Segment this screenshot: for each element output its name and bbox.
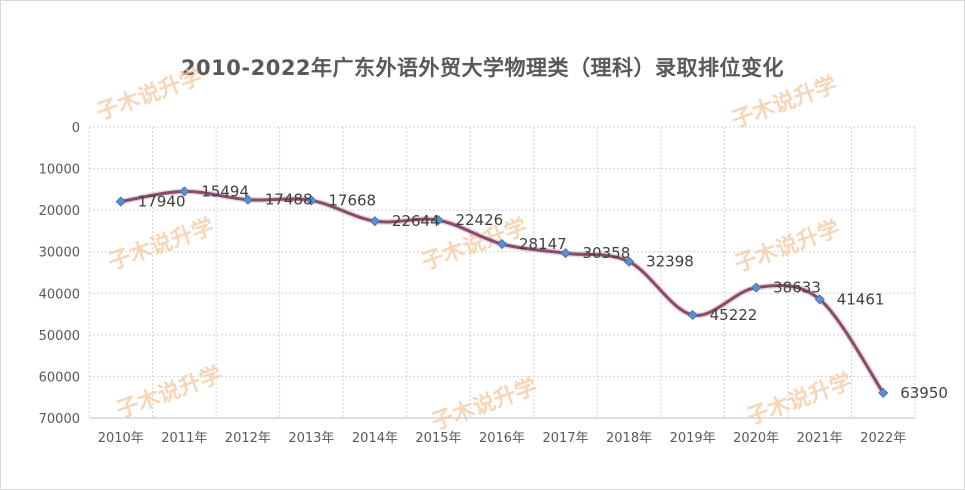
y-tick-label: 10000 xyxy=(39,163,80,178)
data-label: 22644 xyxy=(392,212,440,230)
x-tick-label: 2012年 xyxy=(225,431,271,446)
watermark-text: 子木说升学 xyxy=(93,64,205,126)
x-tick-label: 2013年 xyxy=(288,431,334,446)
y-tick-label: 70000 xyxy=(39,412,80,427)
x-tick-label: 2022年 xyxy=(860,431,906,446)
data-point xyxy=(179,186,190,197)
data-point xyxy=(687,309,698,321)
data-point xyxy=(369,216,380,227)
y-tick-label: 30000 xyxy=(39,246,80,261)
x-tick-label: 2021年 xyxy=(797,431,843,446)
watermark-text: 子木说升学 xyxy=(105,214,217,276)
data-label: 17668 xyxy=(328,191,376,209)
x-tick-label: 2010年 xyxy=(98,431,144,446)
data-point xyxy=(751,282,762,293)
data-point xyxy=(814,294,825,305)
x-tick-label: 2018年 xyxy=(606,431,652,446)
watermark-text: 子木说升学 xyxy=(428,374,540,436)
y-tick-label: 60000 xyxy=(39,370,80,385)
data-point xyxy=(433,215,444,226)
y-tick-label: 0 xyxy=(72,121,80,136)
y-tick-label: 50000 xyxy=(39,329,80,344)
y-tick-label: 20000 xyxy=(39,204,80,219)
watermark-text: 子木说升学 xyxy=(728,72,840,134)
gridlines xyxy=(88,126,916,419)
data-point xyxy=(115,196,126,207)
y-tick-label: 40000 xyxy=(39,287,80,302)
data-point xyxy=(306,195,317,206)
data-point xyxy=(242,194,253,205)
data-label: 17940 xyxy=(138,193,186,211)
watermark-text: 子木说升学 xyxy=(743,369,855,431)
chart-title: 2010-2022年广东外语外贸大学物理类（理科）录取排位变化 xyxy=(180,56,785,80)
x-tick-label: 2014年 xyxy=(352,431,398,446)
x-tick-label: 2016年 xyxy=(479,431,525,446)
watermark-text: 子木说升学 xyxy=(113,362,225,424)
data-label: 15494 xyxy=(201,182,249,200)
data-label: 63950 xyxy=(900,384,948,402)
data-label: 28147 xyxy=(519,235,567,253)
data-label: 45222 xyxy=(710,306,758,324)
x-tick-label: 2015年 xyxy=(415,431,461,446)
data-labels: 17940 15494 17488 17668 22644 22426 28147 30358… xyxy=(138,182,948,401)
watermark-text: 子木说升学 xyxy=(731,216,843,278)
data-label: 17488 xyxy=(265,191,313,209)
data-label: 30358 xyxy=(583,244,631,262)
data-point xyxy=(560,248,571,259)
axes: 0 10000 20000 30000 40000 50000 60000 70000 2010… xyxy=(39,121,915,446)
data-point xyxy=(496,238,508,250)
data-label: 22426 xyxy=(455,211,503,229)
data-label: 41461 xyxy=(837,290,885,308)
data-point xyxy=(624,256,635,267)
data-label: 38633 xyxy=(773,279,821,297)
data-label: 32398 xyxy=(646,253,694,271)
x-tick-label: 2011年 xyxy=(161,431,207,446)
x-tick-label: 2017年 xyxy=(542,431,588,446)
x-tick-label: 2019年 xyxy=(670,431,716,446)
data-point xyxy=(878,387,889,398)
series-group xyxy=(115,186,889,398)
x-tick-label: 2020年 xyxy=(733,431,779,446)
